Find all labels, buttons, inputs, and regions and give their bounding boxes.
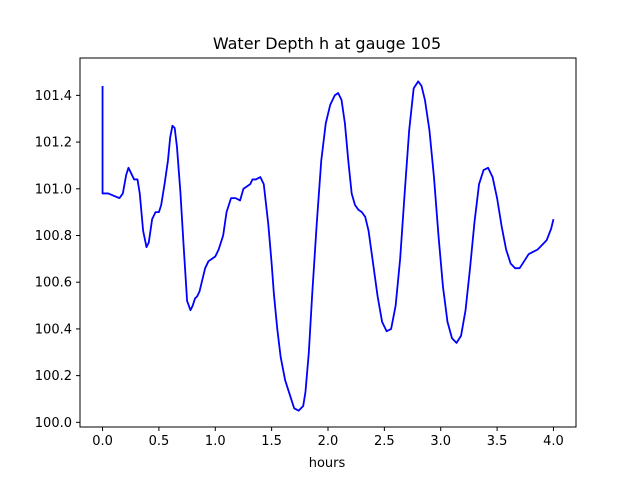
y-tick-label: 100.0 [35, 416, 72, 431]
y-axis-ticks: 100.0 100.2 100.4 100.6 100.8 101.0 101.2 101.4 [35, 89, 80, 431]
x-tick-label: 0.0 [92, 434, 113, 449]
x-tick-label: 2.5 [374, 434, 395, 449]
series-line [101, 80, 555, 412]
x-axis-label: hours [309, 456, 346, 471]
x-tick-label: 2.0 [318, 434, 339, 449]
x-tick-label: 3.0 [430, 434, 451, 449]
y-tick-label: 101.2 [35, 136, 72, 151]
y-tick-label: 100.2 [35, 369, 72, 384]
plot-frame [79, 57, 577, 428]
y-tick-label: 100.4 [35, 322, 72, 337]
series-layer [101, 80, 555, 412]
x-tick-label: 4.0 [543, 434, 564, 449]
x-tick-label: 3.5 [487, 434, 508, 449]
x-axis-ticks: 0.0 0.5 1.0 1.5 2.0 2.5 3.0 3.5 4.0 [92, 427, 564, 449]
x-tick-label: 1.0 [205, 434, 226, 449]
y-tick-label: 101.0 [35, 182, 72, 197]
chart-title: Water Depth h at gauge 105 [213, 34, 441, 53]
x-tick-label: 1.5 [261, 434, 282, 449]
x-tick-label: 0.5 [149, 434, 170, 449]
y-tick-label: 100.6 [35, 276, 72, 291]
y-tick-label: 101.4 [35, 89, 72, 104]
y-tick-label: 100.8 [35, 229, 72, 244]
